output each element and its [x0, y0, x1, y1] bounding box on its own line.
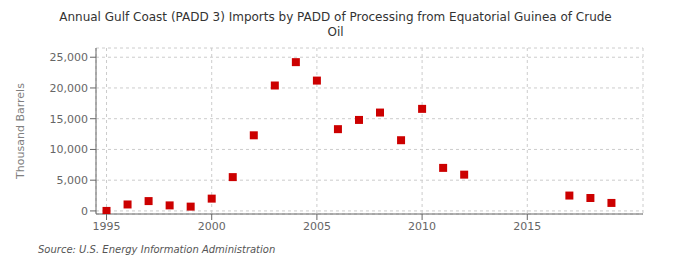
- svg-text:1995: 1995: [93, 220, 121, 233]
- svg-text:25,000: 25,000: [50, 51, 89, 64]
- html-text:Oil: Oil: [327, 25, 344, 39]
- svg-text:20,000: 20,000: [50, 82, 89, 95]
- svg-text:Thousand Barrels: Thousand Barrels: [14, 83, 27, 180]
- svg-text:10,000: 10,000: [50, 143, 89, 156]
- html-text:Source: U.S. Energy Informatio: Source: U.S. Energy Information Administ…: [38, 244, 276, 255]
- svg-text:2005: 2005: [303, 220, 331, 233]
- svg-text:2010: 2010: [408, 220, 436, 233]
- html-text:Annual Gulf Coast (PADD 3) Imp: Annual Gulf Coast (PADD 3) Imports by PA…: [59, 10, 612, 24]
- svg-text:2015: 2015: [513, 220, 541, 233]
- svg-text:15,000: 15,000: [50, 113, 89, 126]
- svg-text:0: 0: [81, 205, 88, 218]
- svg-text:5,000: 5,000: [57, 174, 89, 187]
- svg-text:2000: 2000: [198, 220, 226, 233]
